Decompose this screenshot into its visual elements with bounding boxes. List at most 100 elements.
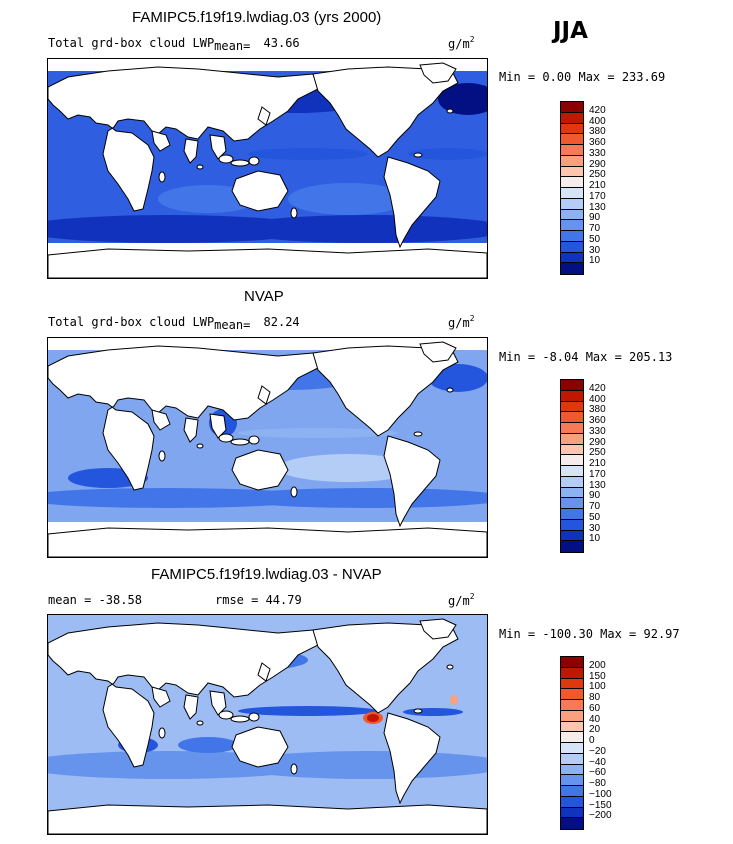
panel2-title: NVAP [244, 288, 284, 305]
ocean-field-blob [288, 183, 408, 215]
colorbar-level-label: 400 [589, 115, 606, 127]
colorbar-swatch [561, 102, 583, 113]
colorbar-level-label: 50 [589, 233, 601, 245]
ocean-field-blob [178, 737, 238, 753]
colorbar-swatch [561, 710, 583, 722]
island-outline [290, 207, 298, 219]
ocean-field-blob [278, 454, 418, 482]
colorbar-level-label: 420 [589, 382, 606, 394]
island-outline [446, 108, 454, 114]
colorbar-swatch [561, 177, 583, 188]
ocean-field-blob [238, 428, 398, 438]
colorbar-level-label: 380 [589, 126, 606, 138]
continent-outline [257, 385, 271, 405]
ocean-field-blob [238, 706, 378, 716]
colorbar-swatch [561, 423, 583, 434]
continent-outline [383, 156, 441, 249]
colorbar-swatch [561, 433, 583, 445]
colorbar-level-label: 360 [589, 415, 606, 426]
colorbar-swatch [561, 112, 583, 124]
continent-outline [48, 248, 487, 278]
season-label: JJA [553, 18, 588, 44]
island-outline [248, 435, 260, 445]
colorbar-level-label: 290 [589, 158, 606, 170]
colorbar-swatch [561, 155, 583, 167]
colorbar-level-label: −40 [589, 756, 606, 768]
colorbar-level-label: 250 [589, 169, 606, 181]
colorbar-level-label: 330 [589, 425, 606, 437]
continent-outline [151, 409, 171, 431]
continent-outline [183, 694, 199, 720]
panel3-map-svg [48, 615, 487, 834]
colorbar-level-label: 20 [589, 724, 601, 736]
colorbar-swatch [561, 444, 583, 456]
island-outline [230, 715, 250, 723]
island-outline [158, 171, 166, 183]
panel1-variable-label: Total grd-box cloud LWPmean= 43.66 [48, 36, 300, 53]
colorbar-swatch [561, 252, 583, 264]
ocean-field-blob [450, 695, 458, 705]
units-exp: 2 [469, 314, 475, 323]
continent-outline [183, 417, 199, 443]
continent-outline [151, 130, 171, 152]
ocean-field-blob [228, 215, 487, 243]
panel1-title: FAMIPC5.f19f19.lwdiag.03 (yrs 2000) [132, 9, 382, 26]
colorbar-swatch [561, 134, 583, 145]
island-outline [413, 708, 423, 714]
continent-outline [209, 413, 227, 439]
panel1-min-max: Min = 0.00 Max = 233.69 [499, 70, 666, 84]
colorbar-level-label: 400 [589, 393, 606, 405]
continent-outline [209, 134, 227, 160]
colorbar-swatch [561, 667, 583, 679]
colorbar-swatch [561, 466, 583, 477]
colorbar-level-label: 170 [589, 468, 606, 480]
colorbar-swatch [561, 188, 583, 199]
colorbar-level-label: 360 [589, 137, 606, 148]
island-outline [158, 450, 166, 462]
colorbar-swatch [561, 689, 583, 700]
ocean-field-blob [248, 148, 368, 160]
colorbar-swatch [561, 198, 583, 210]
island-outline [218, 433, 234, 443]
colorbar-level-label: 60 [589, 702, 601, 714]
colorbar-level-label: 100 [589, 681, 606, 693]
island-outline [248, 156, 260, 166]
colorbar-swatch [561, 509, 583, 520]
panel3-mean: mean = -38.58 [48, 593, 142, 607]
colorbar-swatch [561, 721, 583, 733]
panel3-units: g/m2 [448, 592, 475, 608]
island-outline [290, 763, 298, 775]
colorbar-swatch [561, 519, 583, 531]
panel3-rmse: rmse = 44.79 [215, 593, 302, 607]
island-outline [248, 712, 260, 722]
colorbar-level-label: −200 [589, 810, 612, 822]
colorbar-level-label: −80 [589, 778, 606, 789]
colorbar-level-label: 70 [589, 223, 601, 234]
colorbar-level-label: 170 [589, 190, 606, 202]
panel3-colorbar [560, 656, 584, 830]
continent-outline [209, 690, 227, 716]
island-outline [446, 664, 454, 670]
colorbar-level-label: 130 [589, 479, 606, 491]
panel1-units: g/m2 [448, 35, 475, 51]
panel1-mean-label: mean= [214, 39, 251, 53]
island-outline [446, 387, 454, 393]
colorbar-swatch [561, 743, 583, 754]
units-text: g/m [448, 594, 470, 608]
island-outline [218, 154, 234, 164]
colorbar-level-label: 380 [589, 404, 606, 416]
panel3-map [47, 614, 488, 835]
island-outline [196, 720, 204, 726]
colorbar-swatch [561, 263, 583, 274]
island-outline [230, 438, 250, 446]
colorbar-swatch [561, 241, 583, 253]
colorbar-level-label: −20 [589, 745, 606, 757]
units-exp: 2 [469, 35, 475, 44]
colorbar-level-label: 210 [589, 180, 606, 191]
colorbar-level-label: 10 [589, 533, 601, 545]
panel1-colorbar [560, 101, 584, 275]
colorbar-swatch [561, 123, 583, 135]
colorbar-swatch [561, 657, 583, 668]
continent-outline [231, 170, 289, 212]
colorbar-level-label: 210 [589, 458, 606, 469]
